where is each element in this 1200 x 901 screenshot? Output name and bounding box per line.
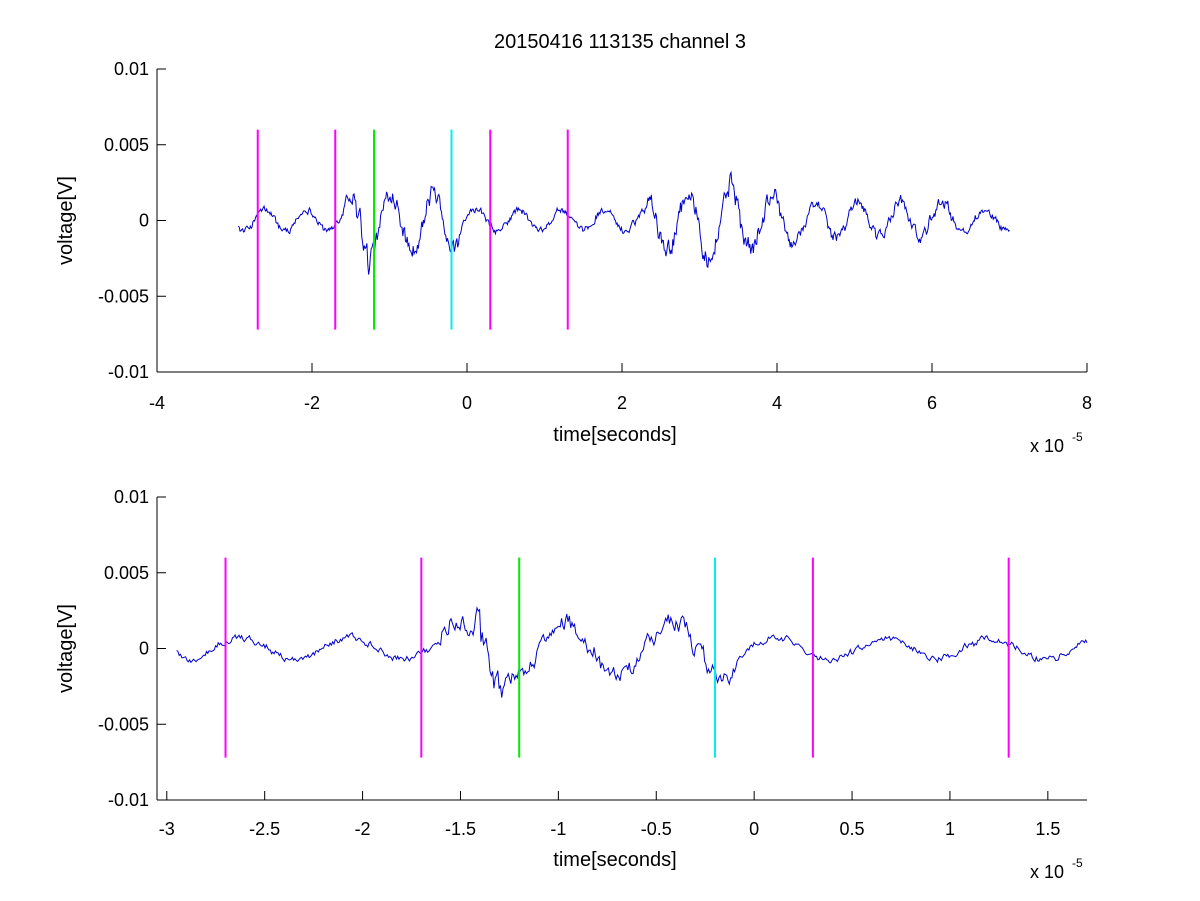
x-tick-label: -2 <box>304 393 320 413</box>
x-multiplier-label: x 10 <box>1030 436 1064 456</box>
x-tick-label: -2 <box>355 819 371 839</box>
x-multiplier-label: x 10 <box>1030 862 1064 882</box>
x-tick-label: 1 <box>945 819 955 839</box>
y-axis-label: voltage[V] <box>55 176 77 265</box>
x-tick-label: 8 <box>1082 393 1092 413</box>
figure-title: 20150416 113135 channel 3 <box>494 31 746 53</box>
y-tick-label: 0 <box>139 211 149 231</box>
x-multiplier-exponent: -5 <box>1072 856 1083 870</box>
x-tick-label: -2.5 <box>249 819 280 839</box>
x-axis-label: time[seconds] <box>553 424 676 446</box>
x-tick-label: -4 <box>149 393 165 413</box>
x-axis-label: time[seconds] <box>553 849 676 871</box>
bottom-plot: 0.01 0.005 0 -0.005 -0.01 -3 -2.5 -2 -1.5 -1 -0.5 0… <box>55 487 1088 882</box>
x-multiplier-exponent: -5 <box>1072 430 1083 444</box>
x-tick-label: 6 <box>927 393 937 413</box>
y-tick-label: -0.01 <box>108 790 149 810</box>
y-tick-label: 0.01 <box>114 59 149 79</box>
y-tick-label: -0.01 <box>108 362 149 382</box>
signal-trace <box>237 170 1010 275</box>
x-tick-label: 0 <box>749 819 759 839</box>
y-tick-label: -0.005 <box>98 286 149 306</box>
y-tick-label: 0.01 <box>114 487 149 507</box>
x-tick-label: 2 <box>617 393 627 413</box>
x-tick-label: -0.5 <box>641 819 672 839</box>
x-tick-label: -1.5 <box>445 819 476 839</box>
top-plot: 0.01 0.005 0 -0.005 -0.01-4 -2 0 2 4 6 8 time[secon… <box>55 59 1092 456</box>
x-tick-label: -3 <box>159 819 175 839</box>
x-tick-label: 0 <box>462 393 472 413</box>
x-tick-label: 0.5 <box>840 819 865 839</box>
x-tick-label: 1.5 <box>1035 819 1060 839</box>
signal-trace <box>176 606 1088 698</box>
x-tick-label: 4 <box>772 393 782 413</box>
y-tick-label: -0.005 <box>98 714 149 734</box>
y-tick-label: 0.005 <box>104 135 149 155</box>
y-axis-label: voltage[V] <box>55 604 77 693</box>
y-tick-label: 0 <box>139 639 149 659</box>
x-tick-label: -1 <box>550 819 566 839</box>
y-tick-label: 0.005 <box>104 563 149 583</box>
